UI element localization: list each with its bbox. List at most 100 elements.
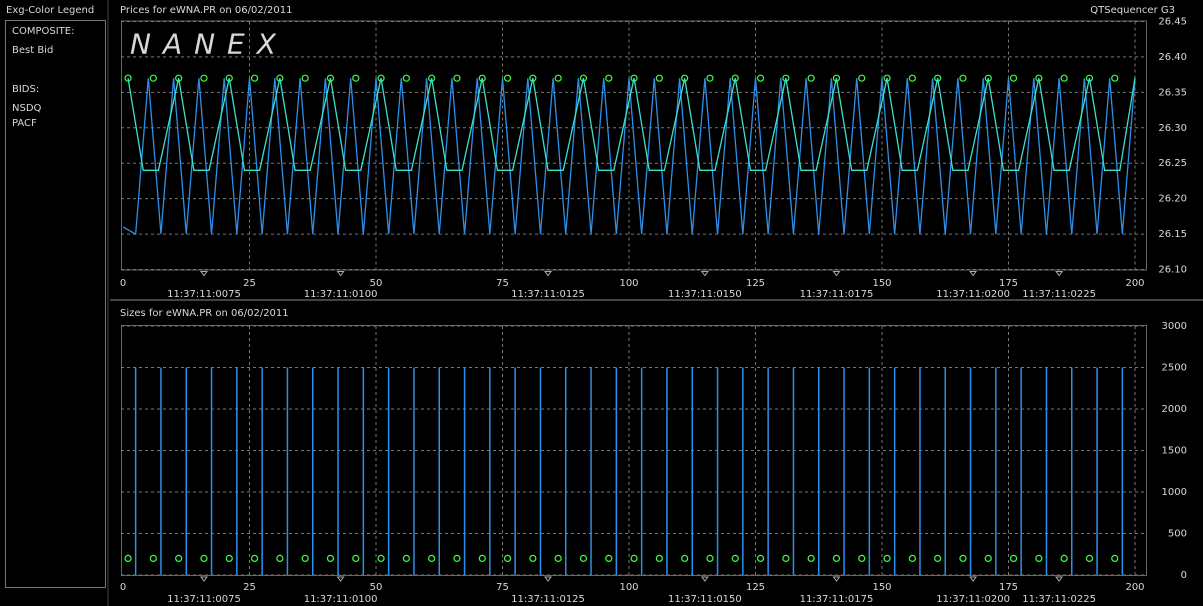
time-marker (199, 576, 208, 582)
time-label: 11:37:11:0100 (304, 289, 378, 300)
point (1060, 74, 1068, 82)
panel-title: Prices for eWNA.PR on 06/02/2011 (120, 5, 293, 16)
bar (286, 367, 289, 575)
bar (742, 367, 744, 575)
point (1085, 554, 1094, 563)
point (934, 554, 942, 563)
bar (1121, 367, 1124, 575)
x-tick-label: 25 (243, 582, 256, 593)
x-tick-label: 0 (120, 582, 126, 593)
price-line (127, 78, 1136, 171)
bar (818, 367, 820, 575)
bar (565, 367, 567, 575)
x-tick-label: 200 (1125, 582, 1144, 593)
time-label: 11:37:11:0175 (800, 594, 874, 605)
point (352, 554, 360, 563)
time-label: 11:37:11:0125 (511, 594, 585, 605)
panel-title: Sizes for eWNA.PR on 06/02/2011 (120, 308, 289, 319)
point (1009, 74, 1018, 82)
y-tick-label: 2000 (1162, 404, 1187, 415)
bar (843, 367, 845, 575)
point (1111, 74, 1119, 82)
bar (236, 367, 238, 575)
bar (539, 367, 542, 575)
time-label: 11:37:11:0150 (668, 289, 742, 300)
x-tick-label: 75 (496, 582, 509, 593)
time-label: 11:37:11:0125 (511, 289, 585, 300)
x-tick-label: 50 (370, 582, 383, 593)
price-line (122, 78, 1136, 236)
bar (185, 367, 187, 575)
point (428, 554, 436, 563)
bar (1020, 367, 1022, 575)
point (1060, 554, 1068, 563)
point (832, 554, 841, 563)
point (402, 554, 410, 563)
bar (969, 367, 972, 575)
point (579, 554, 588, 563)
time-label: 11:37:11:0100 (304, 594, 378, 605)
bar (995, 367, 997, 575)
time-label: 11:37:11:0150 (668, 594, 742, 605)
x-tick-label: 200 (1125, 278, 1144, 289)
point (756, 74, 765, 82)
bar (362, 367, 365, 575)
point (883, 554, 891, 563)
point (959, 554, 967, 563)
point (554, 554, 562, 563)
time-label: 11:37:11:0200 (936, 594, 1010, 605)
point (731, 554, 739, 563)
bar (893, 367, 896, 575)
point (858, 74, 866, 82)
bar (640, 367, 643, 575)
y-tick-label: 26.10 (1158, 265, 1187, 276)
point (352, 74, 360, 82)
time-marker (969, 271, 978, 277)
point (630, 554, 638, 563)
point (200, 74, 208, 82)
time-label: 11:37:11:0225 (1022, 594, 1096, 605)
time-marker (336, 271, 345, 277)
time-label: 11:37:11:0075 (167, 594, 241, 605)
point (554, 74, 562, 82)
bar (1071, 367, 1073, 575)
point (1035, 554, 1043, 563)
legend-group: COMPOSITE: (12, 26, 74, 37)
bar (944, 367, 946, 575)
y-tick-label: 26.20 (1158, 194, 1187, 205)
bar (868, 367, 871, 575)
time-marker (1055, 576, 1064, 582)
point (478, 554, 486, 563)
bar (337, 367, 339, 575)
point (175, 554, 183, 563)
bar (514, 367, 516, 575)
point (250, 74, 259, 82)
time-marker (832, 271, 841, 277)
x-tick-label: 0 (120, 278, 126, 289)
x-tick-label: 100 (619, 582, 638, 593)
time-marker (336, 576, 345, 582)
time-marker (1055, 271, 1064, 277)
bar (210, 367, 213, 575)
y-tick-label: 26.30 (1158, 123, 1187, 134)
time-label: 11:37:11:0225 (1022, 289, 1096, 300)
point (681, 554, 689, 563)
x-tick-label: 100 (619, 278, 638, 289)
point (706, 554, 714, 563)
point (858, 554, 866, 563)
time-label: 11:37:11:0075 (167, 289, 241, 300)
point (301, 74, 309, 82)
time-marker (832, 576, 841, 582)
point (250, 554, 259, 563)
time-marker (544, 271, 553, 277)
point (326, 554, 335, 563)
legend-entry: NSDQ (12, 103, 42, 114)
bar (666, 367, 668, 575)
bar (438, 367, 440, 575)
point (908, 554, 916, 563)
point (225, 554, 233, 563)
point (149, 554, 157, 563)
time-marker (700, 271, 709, 277)
point (756, 554, 765, 563)
